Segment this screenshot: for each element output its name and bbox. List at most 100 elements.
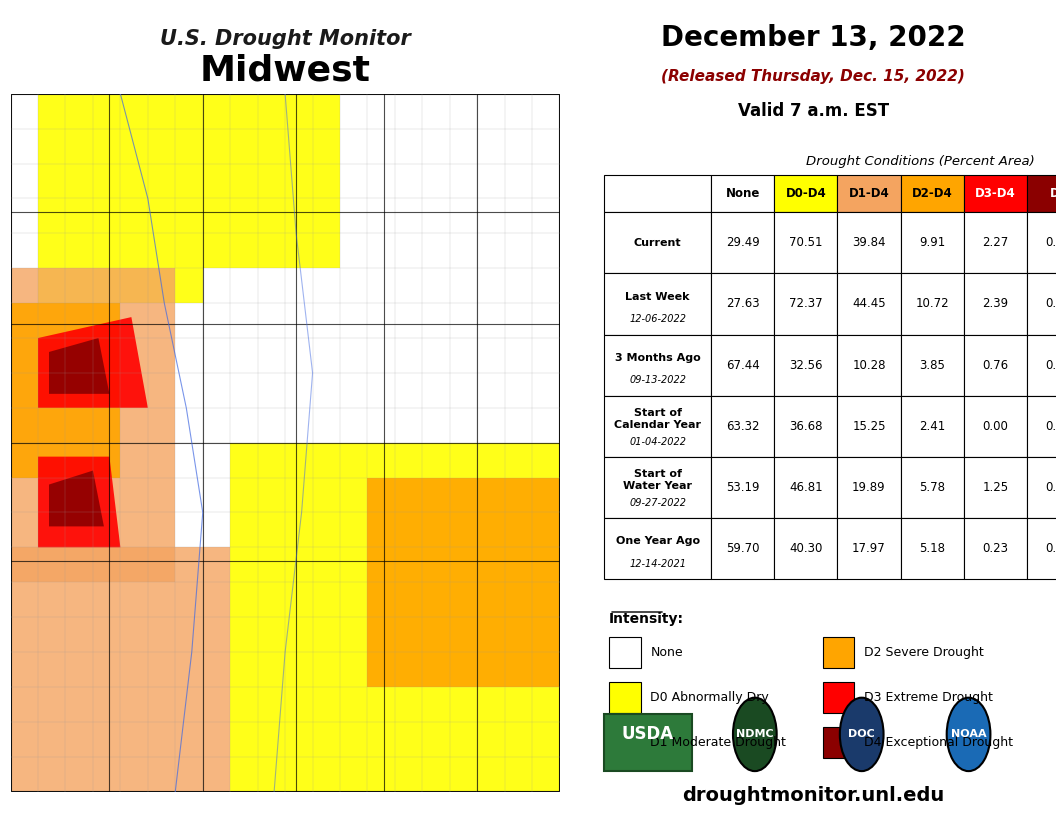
Circle shape (840, 698, 884, 771)
Text: Valid 7 a.m. EST: Valid 7 a.m. EST (737, 102, 889, 120)
Polygon shape (230, 442, 560, 792)
Text: 72.37: 72.37 (789, 298, 823, 310)
Bar (774, 335, 837, 396)
Bar (823, 682, 854, 713)
Bar (604, 273, 711, 335)
Bar (964, 273, 1026, 335)
Bar (964, 212, 1026, 273)
Text: D2-D4: D2-D4 (911, 188, 953, 200)
Text: USDA: USDA (622, 725, 674, 743)
Text: One Year Ago: One Year Ago (616, 536, 700, 547)
Text: 10.28: 10.28 (852, 359, 886, 371)
Bar (711, 518, 774, 579)
Bar (901, 212, 964, 273)
Text: D3-D4: D3-D4 (975, 188, 1016, 200)
Bar (1026, 396, 1056, 457)
Text: (Released Thursday, Dec. 15, 2022): (Released Thursday, Dec. 15, 2022) (661, 69, 965, 84)
Text: U.S. Drought Monitor: U.S. Drought Monitor (159, 29, 411, 49)
Bar (964, 457, 1026, 518)
Bar (1026, 175, 1056, 212)
Bar (604, 212, 711, 273)
Text: Midwest: Midwest (200, 53, 371, 87)
Bar (901, 457, 964, 518)
Polygon shape (367, 477, 560, 687)
Text: 0.00: 0.00 (1045, 543, 1056, 555)
Polygon shape (38, 94, 203, 304)
Text: 39.84: 39.84 (852, 237, 886, 249)
Text: 3.85: 3.85 (919, 359, 945, 371)
Bar (901, 175, 964, 212)
Text: 0.06: 0.06 (1045, 298, 1056, 310)
Text: 5.18: 5.18 (919, 543, 945, 555)
Text: 5.78: 5.78 (919, 481, 945, 494)
Text: 53.19: 53.19 (725, 481, 759, 494)
Text: 2.27: 2.27 (982, 237, 1008, 249)
Bar (774, 212, 837, 273)
Text: D0-D4: D0-D4 (786, 188, 826, 200)
Text: 1.25: 1.25 (982, 481, 1008, 494)
Bar (1026, 335, 1056, 396)
Bar (604, 518, 711, 579)
Text: 0.27: 0.27 (1045, 481, 1056, 494)
Polygon shape (49, 338, 110, 394)
Text: 0.00: 0.00 (1045, 420, 1056, 432)
Text: 0.00: 0.00 (982, 420, 1008, 432)
Bar (837, 212, 901, 273)
Bar (837, 273, 901, 335)
Text: 44.45: 44.45 (852, 298, 886, 310)
Bar (774, 273, 837, 335)
Text: December 13, 2022: December 13, 2022 (661, 24, 965, 52)
Bar (774, 518, 837, 579)
Text: 2.41: 2.41 (919, 420, 945, 432)
Text: 0.23: 0.23 (982, 543, 1008, 555)
Text: Drought Conditions (Percent Area): Drought Conditions (Percent Area) (806, 155, 1035, 168)
Bar (609, 682, 641, 713)
Text: 27.63: 27.63 (725, 298, 759, 310)
Text: Current: Current (634, 237, 681, 248)
Bar (604, 396, 711, 457)
Polygon shape (203, 94, 340, 268)
Text: 09-27-2022: 09-27-2022 (629, 498, 686, 508)
Text: 09-13-2022: 09-13-2022 (629, 375, 686, 385)
Text: 12-06-2022: 12-06-2022 (629, 314, 686, 324)
Bar (604, 457, 711, 518)
Text: Start of
Water Year: Start of Water Year (623, 469, 692, 491)
Circle shape (733, 698, 777, 771)
Polygon shape (11, 548, 230, 792)
Bar (823, 637, 854, 668)
Bar (964, 335, 1026, 396)
Text: 12-14-2021: 12-14-2021 (629, 559, 686, 569)
Bar (711, 396, 774, 457)
Text: DOC: DOC (848, 730, 875, 739)
Bar (964, 518, 1026, 579)
Text: Intensity:: Intensity: (609, 612, 684, 626)
Bar (901, 518, 964, 579)
Bar (609, 637, 641, 668)
Text: D4 Exceptional Drought: D4 Exceptional Drought (864, 736, 1013, 749)
Text: NOAA: NOAA (950, 730, 986, 739)
Text: 19.89: 19.89 (852, 481, 886, 494)
Bar (964, 175, 1026, 212)
Text: 32.56: 32.56 (789, 359, 823, 371)
Polygon shape (11, 304, 120, 477)
Bar (964, 396, 1026, 457)
Bar (837, 396, 901, 457)
Text: NDMC: NDMC (736, 730, 774, 739)
Text: droughtmonitor.unl.edu: droughtmonitor.unl.edu (682, 786, 944, 805)
Bar (1026, 273, 1056, 335)
Bar (711, 175, 774, 212)
Text: 17.97: 17.97 (852, 543, 886, 555)
Bar (823, 727, 854, 758)
Bar (1026, 518, 1056, 579)
Bar (711, 273, 774, 335)
Text: D3 Extreme Drought: D3 Extreme Drought (864, 691, 993, 704)
Text: 10.72: 10.72 (916, 298, 949, 310)
Text: 40.30: 40.30 (789, 543, 823, 555)
Text: D0 Abnormally Dry: D0 Abnormally Dry (650, 691, 769, 704)
Text: 36.68: 36.68 (789, 420, 823, 432)
Text: 70.51: 70.51 (789, 237, 823, 249)
Bar (604, 335, 711, 396)
Text: 67.44: 67.44 (725, 359, 759, 371)
Circle shape (947, 698, 991, 771)
Bar (901, 273, 964, 335)
